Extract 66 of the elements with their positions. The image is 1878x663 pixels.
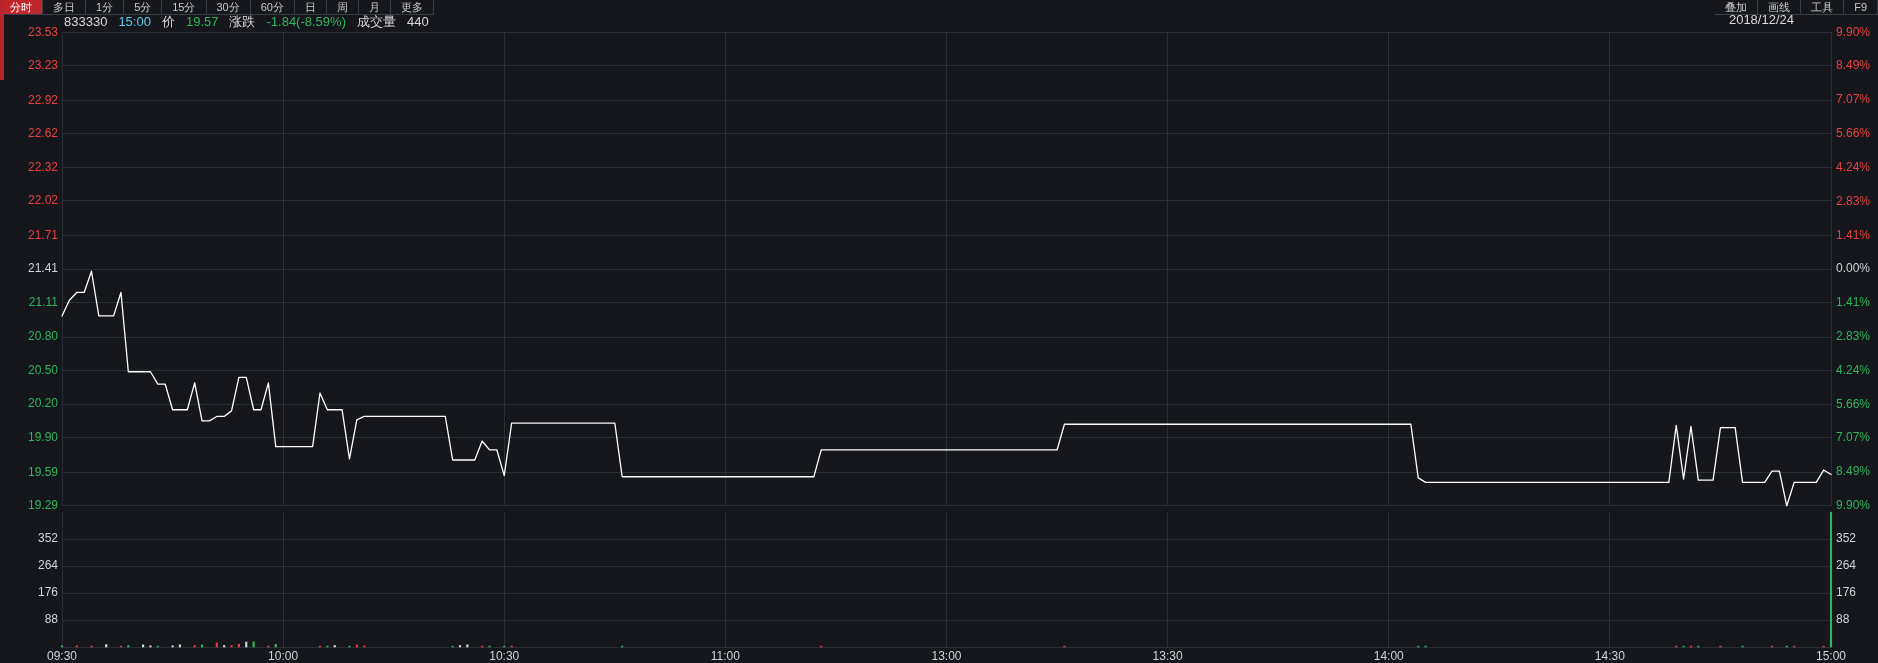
- y-tick-label: 20.50: [27, 362, 59, 377]
- x-tick-label: 09:30: [46, 648, 78, 663]
- y2-tick-label: 9.90%: [1836, 498, 1871, 513]
- text: 叠加: [1715, 0, 1759, 14]
- x-tick-label: 13:00: [931, 648, 962, 663]
- x-tick-label: 10:00: [268, 648, 299, 663]
- bar: [252, 641, 255, 648]
- y-tick-label: 22.02: [27, 193, 59, 208]
- y2-tick-label: 0.00%: [1836, 261, 1871, 276]
- text: 30分: [206, 0, 251, 14]
- y-tick-label: 21.71: [27, 227, 59, 242]
- y2-tick-label: 264: [1836, 558, 1857, 573]
- text: 日: [295, 0, 327, 14]
- y2-tick-label: 7.07%: [1836, 92, 1871, 107]
- x-tick-label: 14:00: [1373, 648, 1405, 663]
- y-tick-label: 20.80: [27, 329, 59, 344]
- chart-subtitle: 2018/12/24: [1728, 12, 1794, 27]
- y-tick-label: 21.41: [27, 261, 59, 276]
- y-tick-label: 19.59: [27, 464, 59, 479]
- y-tick-label: 352: [37, 531, 59, 546]
- text: 周: [327, 0, 359, 14]
- y-tick-label: 19.29: [27, 498, 59, 513]
- text: 画线: [1758, 0, 1802, 14]
- y2-tick-label: 352: [1836, 531, 1857, 546]
- y-tick-label: 20.20: [27, 396, 59, 411]
- x-tick-label: 13:30: [1152, 648, 1183, 663]
- y-tick-label: 22.62: [27, 126, 59, 141]
- y2-tick-label: 2.83%: [1836, 329, 1871, 343]
- chart-title: 833330 15:00 价 19.57 涨跌 -1.84(-8.59%) 成交量 440: [64, 14, 429, 29]
- y-tick-label: 22.32: [27, 159, 59, 174]
- x-tick-label: 15:00: [1815, 648, 1847, 663]
- text: 工具: [1801, 0, 1845, 14]
- y-tick-label: 88: [44, 612, 59, 627]
- text: 60分: [250, 0, 295, 14]
- text: F9: [1844, 0, 1878, 14]
- y2-tick-label: 5.66%: [1836, 125, 1871, 140]
- y2-tick-label: 5.66%: [1836, 396, 1871, 411]
- y-tick-label: 23.53: [27, 24, 59, 39]
- y-tick-label: 21.11: [28, 294, 59, 309]
- y2-tick-label: 9.90%: [1836, 24, 1871, 39]
- y-tick-label: 19.90: [27, 429, 59, 444]
- bar: [230, 645, 233, 648]
- y2-tick-label: 88: [1836, 612, 1850, 627]
- y2-tick-label: 4.24%: [1836, 362, 1871, 377]
- y2-tick-label: 8.49%: [1836, 464, 1871, 479]
- x-tick-label: 11:00: [710, 648, 741, 663]
- y2-tick-label: 8.49%: [1836, 58, 1871, 73]
- y2-tick-label: 1.41%: [1836, 295, 1871, 310]
- y-tick-label: 264: [37, 558, 59, 573]
- text: 分时: [0, 0, 43, 14]
- text: 更多: [391, 0, 434, 14]
- text: 5分: [124, 0, 163, 14]
- y2-tick-label: 1.41%: [1836, 227, 1871, 242]
- y-tick-label: 23.23: [27, 58, 59, 73]
- x-tick-label: 10:30: [489, 648, 520, 663]
- y2-tick-label: 2.83%: [1836, 193, 1871, 208]
- text: 1分: [86, 0, 125, 14]
- text: 多日: [43, 0, 86, 14]
- y2-tick-label: 7.07%: [1836, 430, 1871, 445]
- text: 月: [359, 0, 391, 14]
- x-tick-label: 14:30: [1594, 648, 1626, 663]
- y2-tick-label: 176: [1836, 585, 1857, 600]
- y2-tick-label: 4.24%: [1836, 159, 1871, 174]
- y-tick-label: 176: [37, 585, 59, 600]
- text: 15分: [162, 0, 207, 14]
- y-tick-label: 22.92: [27, 92, 59, 107]
